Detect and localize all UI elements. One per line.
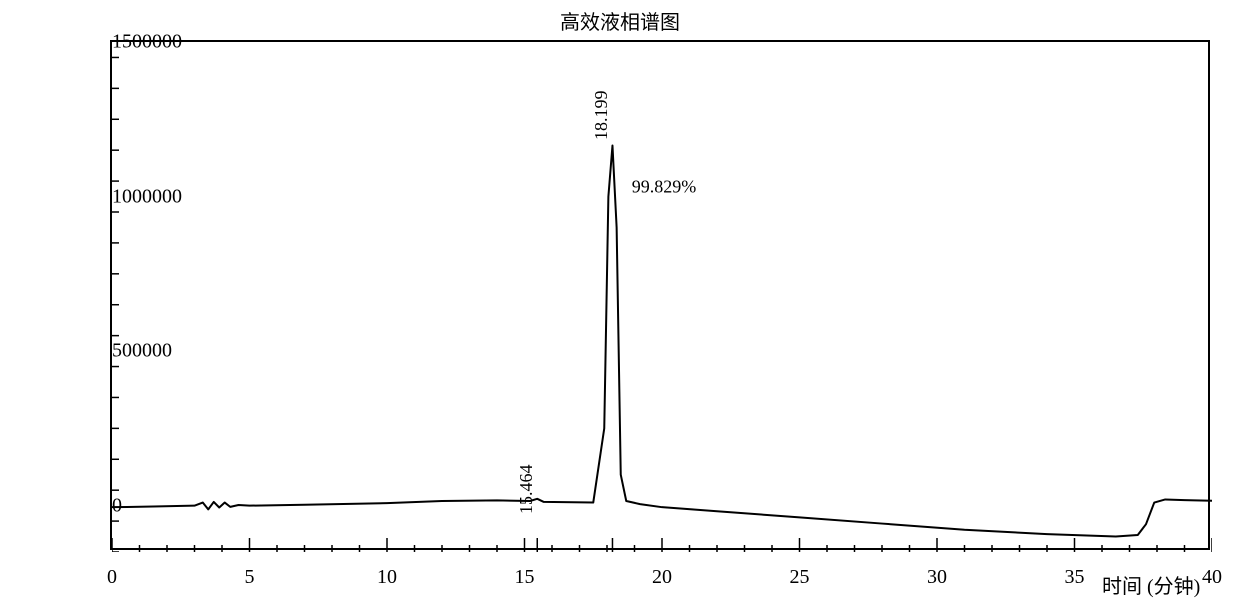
x-axis-label: 时间 (分钟) [1102, 570, 1200, 599]
y-tick-label: 1000000 [112, 185, 122, 208]
x-tick-label: 25 [790, 548, 810, 589]
x-tick-label: 10 [377, 548, 397, 589]
x-tick-label: 0 [107, 548, 117, 589]
plot-svg [112, 42, 1212, 552]
peak-annotation: 99.829% [632, 177, 697, 198]
plot-area: 时间 (分钟) 05101520253035400500000100000015… [110, 40, 1210, 550]
peak-annotation: 18.199 [591, 91, 612, 141]
x-tick-label: 30 [927, 548, 947, 589]
peak-annotation: 15.464 [516, 465, 537, 515]
chromatogram-line [112, 146, 1212, 537]
x-tick-label: 20 [652, 548, 672, 589]
x-tick-label: 35 [1065, 548, 1085, 589]
x-tick-label: 15 [515, 548, 535, 589]
chart-container: 高效液相谱图 时间 (分钟) 0 5 10 15 20 25 30 35 40 0 500000 10… [0, 0, 1240, 615]
x-tick-label: 5 [245, 548, 255, 589]
y-tick-label: 0 [112, 494, 122, 517]
chart-title: 高效液相谱图 [0, 6, 1240, 35]
y-tick-label: 1500000 [112, 31, 122, 54]
y-tick-label: 500000 [112, 340, 122, 363]
x-tick-label: 40 [1202, 548, 1222, 589]
